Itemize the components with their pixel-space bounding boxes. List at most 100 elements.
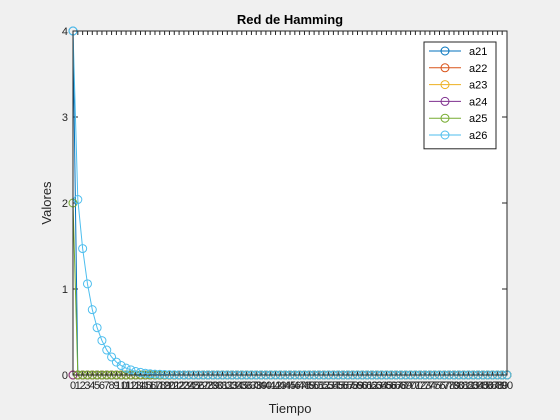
- legend-entry[interactable]: a26: [429, 130, 487, 142]
- x-tick-label: 43: [274, 380, 286, 392]
- legend-marker: [440, 46, 450, 56]
- data-point: [155, 369, 165, 379]
- legend-label: a23: [469, 80, 487, 92]
- data-point: [160, 369, 170, 379]
- x-tick-label: 71: [409, 380, 421, 392]
- x-tick-label: 34: [231, 380, 243, 392]
- data-point: [107, 352, 117, 362]
- x-tick-label: 66: [385, 380, 397, 392]
- legend-label: a24: [469, 96, 487, 108]
- x-tick-label: 28: [202, 380, 214, 392]
- x-tick-label: 85: [477, 380, 489, 392]
- x-tick-label: 21: [168, 380, 180, 392]
- x-tick-label: 6: [99, 380, 105, 392]
- x-tick-label: 51: [313, 380, 325, 392]
- y-tick-label: 4: [62, 26, 68, 38]
- x-tick-label: 83: [467, 380, 479, 392]
- x-tick-label: 55: [332, 380, 344, 392]
- y-tick-label: 3: [62, 112, 68, 124]
- x-tick-label: 87: [486, 380, 498, 392]
- x-tick-label: 74: [424, 380, 436, 392]
- data-point: [97, 336, 107, 346]
- x-tick-label: 14: [134, 380, 146, 392]
- x-tick-label: 19: [158, 380, 170, 392]
- x-tick-label: 31: [216, 380, 228, 392]
- x-tick-label: 63: [371, 380, 383, 392]
- data-point: [92, 323, 102, 333]
- x-tick-label: 2: [80, 380, 86, 392]
- x-tick-label: 72: [414, 380, 426, 392]
- x-tick-label: 79: [448, 380, 460, 392]
- x-tick-label: 44: [279, 380, 291, 392]
- legend-entry[interactable]: a23: [429, 80, 487, 92]
- x-tick-label: 23: [178, 380, 190, 392]
- data-point: [126, 365, 136, 375]
- legend-marker: [440, 113, 450, 123]
- legend-entry[interactable]: a25: [429, 113, 487, 125]
- data-point: [102, 345, 112, 355]
- x-tick-label: 73: [419, 380, 431, 392]
- x-tick-label: 26: [192, 380, 204, 392]
- axis-ticks: 0123401234567891011121314151617181920212…: [62, 26, 513, 392]
- legend-label: a22: [469, 63, 487, 75]
- legend-entry[interactable]: a24: [429, 96, 487, 108]
- x-tick-label: 82: [462, 380, 474, 392]
- x-tick-label: 11: [120, 380, 131, 392]
- x-tick-label: 64: [375, 380, 387, 392]
- x-tick-label: 58: [347, 380, 359, 392]
- chart-title: Red de Hamming: [237, 12, 343, 27]
- x-tick-label: 40: [260, 380, 272, 392]
- legend-marker: [440, 130, 450, 140]
- x-tick-label: 81: [457, 380, 469, 392]
- legend-entry[interactable]: a22: [429, 63, 487, 75]
- x-tick-label: 70: [404, 380, 416, 392]
- data-point: [73, 195, 83, 205]
- x-tick-label: 27: [197, 380, 209, 392]
- x-tick-label: 36: [240, 380, 252, 392]
- x-tick-label: 76: [433, 380, 445, 392]
- x-tick-label: 65: [380, 380, 392, 392]
- y-axis-label: Valores: [39, 181, 54, 225]
- x-tick-label: 9: [113, 380, 119, 392]
- x-tick-label: 46: [289, 380, 301, 392]
- x-tick-label: 25: [187, 380, 199, 392]
- legend-box: [423, 41, 497, 150]
- x-tick-label: 52: [318, 380, 330, 392]
- x-tick-label: 3: [84, 380, 90, 392]
- x-tick-label: 18: [154, 380, 166, 392]
- x-tick-label: 57: [342, 380, 354, 392]
- x-tick-label: 30: [212, 380, 224, 392]
- x-tick-label: 5: [94, 380, 100, 392]
- x-tick-label: 78: [443, 380, 455, 392]
- data-point: [131, 367, 141, 377]
- x-tick-label: 56: [337, 380, 349, 392]
- x-tick-label: 4: [89, 380, 95, 392]
- legend-label: a21: [469, 46, 487, 58]
- legend[interactable]: a21 a22 a23 a24 a25 a26: [423, 41, 497, 150]
- x-tick-label: 50: [308, 380, 320, 392]
- x-tick-label: 53: [322, 380, 334, 392]
- data-point: [116, 361, 126, 371]
- x-tick-label: 39: [255, 380, 267, 392]
- x-tick-label: 17: [149, 380, 161, 392]
- x-tick-label: 89: [496, 380, 508, 392]
- plot-frame: [72, 30, 508, 376]
- data-point: [111, 357, 121, 367]
- x-tick-label: 35: [236, 380, 248, 392]
- x-tick-label: 42: [269, 380, 281, 392]
- x-tick-label: 45: [284, 380, 296, 392]
- x-tick-label: 24: [183, 380, 195, 392]
- data-point: [140, 368, 150, 378]
- x-tick-label: 29: [207, 380, 219, 392]
- legend-entry[interactable]: a21: [429, 46, 487, 58]
- x-tick-label: 67: [390, 380, 402, 392]
- x-tick-label: 13: [130, 380, 142, 392]
- x-tick-label: 69: [400, 380, 412, 392]
- x-tick-label: 80: [453, 380, 465, 392]
- x-tick-label: 86: [482, 380, 494, 392]
- data-point: [150, 369, 160, 379]
- x-tick-label: 54: [327, 380, 339, 392]
- x-tick-label: 47: [294, 380, 306, 392]
